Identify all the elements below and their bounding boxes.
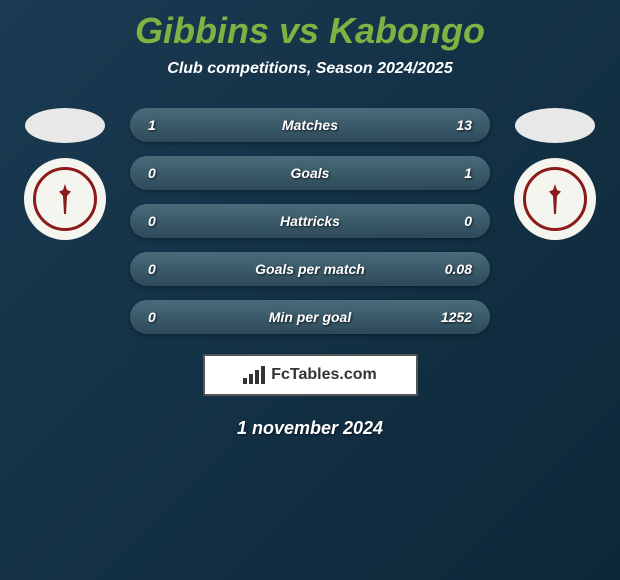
stat-right-value: 0.08 [432, 261, 472, 277]
stat-bar-matches: 1 Matches 13 [130, 108, 490, 142]
stat-bar-goals: 0 Goals 1 [130, 156, 490, 190]
stats-column: 1 Matches 13 0 Goals 1 0 Hattricks 0 0 G… [130, 108, 490, 334]
player-left-column [20, 108, 110, 240]
stat-label: Min per goal [269, 309, 351, 325]
brand-text: FcTables.com [271, 366, 377, 384]
stat-left-value: 0 [148, 261, 188, 277]
stat-left-value: 0 [148, 213, 188, 229]
stat-bar-hattricks: 0 Hattricks 0 [130, 204, 490, 238]
player-right-column [510, 108, 600, 240]
player-left-photo [25, 108, 105, 143]
date-text: 1 november 2024 [20, 418, 600, 439]
stat-right-value: 13 [432, 117, 472, 133]
content-row: 1 Matches 13 0 Goals 1 0 Hattricks 0 0 G… [20, 108, 600, 334]
stat-right-value: 0 [432, 213, 472, 229]
archer-icon [545, 184, 565, 214]
comparison-card: Gibbins vs Kabongo Club competitions, Se… [0, 0, 620, 449]
brand-badge[interactable]: FcTables.com [203, 354, 418, 396]
stat-left-value: 1 [148, 117, 188, 133]
stat-bar-min-per-goal: 0 Min per goal 1252 [130, 300, 490, 334]
stat-bar-goals-per-match: 0 Goals per match 0.08 [130, 252, 490, 286]
badge-inner [523, 167, 587, 231]
stat-left-value: 0 [148, 309, 188, 325]
stat-left-value: 0 [148, 165, 188, 181]
stat-right-value: 1 [432, 165, 472, 181]
badge-inner [33, 167, 97, 231]
stat-label: Goals [291, 165, 330, 181]
player-right-photo [515, 108, 595, 143]
player-right-badge [514, 158, 596, 240]
archer-icon [55, 184, 75, 214]
stat-right-value: 1252 [432, 309, 472, 325]
page-title: Gibbins vs Kabongo [20, 10, 600, 52]
page-subtitle: Club competitions, Season 2024/2025 [20, 60, 600, 78]
stat-label: Hattricks [280, 213, 340, 229]
player-left-badge [24, 158, 106, 240]
stat-label: Matches [282, 117, 338, 133]
chart-icon [243, 366, 265, 384]
stat-label: Goals per match [255, 261, 365, 277]
